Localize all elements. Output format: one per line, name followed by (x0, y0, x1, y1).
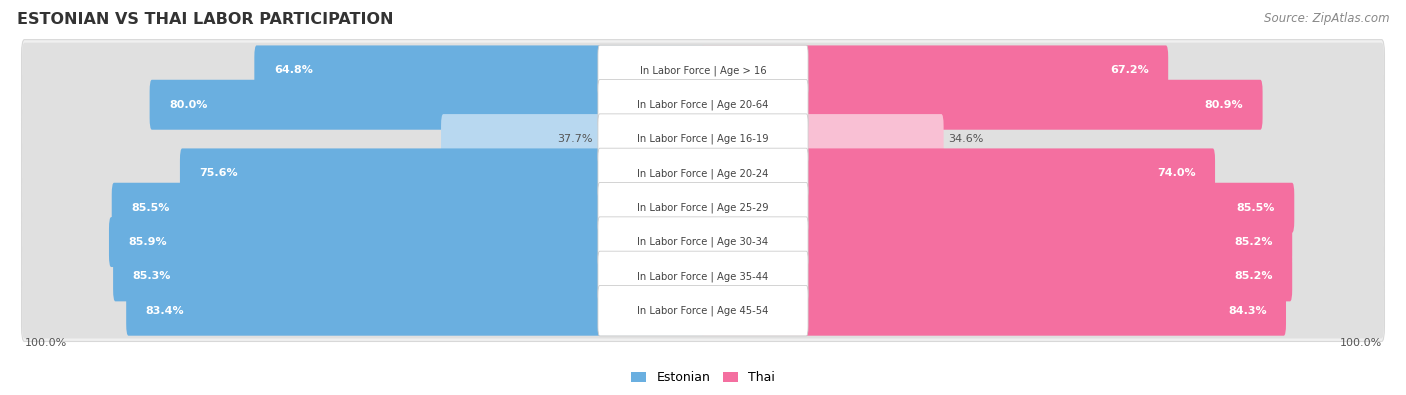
Text: 100.0%: 100.0% (1340, 338, 1382, 348)
FancyBboxPatch shape (700, 251, 1292, 301)
FancyBboxPatch shape (21, 108, 1385, 170)
FancyBboxPatch shape (111, 183, 706, 233)
Legend: Estonian, Thai: Estonian, Thai (627, 367, 779, 389)
FancyBboxPatch shape (21, 177, 1385, 239)
Text: 85.2%: 85.2% (1234, 237, 1272, 247)
Text: 85.5%: 85.5% (131, 203, 170, 213)
Text: In Labor Force | Age 20-64: In Labor Force | Age 20-64 (637, 100, 769, 110)
FancyBboxPatch shape (254, 45, 706, 95)
FancyBboxPatch shape (598, 79, 808, 130)
Text: 37.7%: 37.7% (557, 134, 593, 144)
Text: In Labor Force | Age 25-29: In Labor Force | Age 25-29 (637, 203, 769, 213)
Text: In Labor Force | Age 35-44: In Labor Force | Age 35-44 (637, 271, 769, 282)
Text: 64.8%: 64.8% (274, 66, 312, 75)
FancyBboxPatch shape (22, 214, 1384, 270)
FancyBboxPatch shape (21, 74, 1385, 135)
FancyBboxPatch shape (112, 251, 706, 301)
FancyBboxPatch shape (22, 248, 1384, 304)
FancyBboxPatch shape (700, 286, 1286, 336)
FancyBboxPatch shape (22, 283, 1384, 339)
FancyBboxPatch shape (110, 217, 706, 267)
FancyBboxPatch shape (149, 80, 706, 130)
Text: In Labor Force | Age 20-24: In Labor Force | Age 20-24 (637, 168, 769, 179)
FancyBboxPatch shape (22, 43, 1384, 98)
Text: 34.6%: 34.6% (948, 134, 984, 144)
Text: 84.3%: 84.3% (1227, 306, 1267, 316)
FancyBboxPatch shape (598, 45, 808, 96)
FancyBboxPatch shape (127, 286, 706, 336)
FancyBboxPatch shape (22, 111, 1384, 167)
FancyBboxPatch shape (598, 251, 808, 302)
FancyBboxPatch shape (22, 146, 1384, 201)
FancyBboxPatch shape (598, 286, 808, 336)
Text: 100.0%: 100.0% (24, 338, 66, 348)
Text: In Labor Force | Age 45-54: In Labor Force | Age 45-54 (637, 305, 769, 316)
FancyBboxPatch shape (21, 40, 1385, 101)
FancyBboxPatch shape (21, 143, 1385, 204)
Text: 85.5%: 85.5% (1236, 203, 1275, 213)
FancyBboxPatch shape (700, 80, 1263, 130)
FancyBboxPatch shape (22, 77, 1384, 132)
Text: In Labor Force | Age 30-34: In Labor Force | Age 30-34 (637, 237, 769, 247)
FancyBboxPatch shape (598, 182, 808, 233)
Text: 75.6%: 75.6% (200, 168, 238, 179)
FancyBboxPatch shape (21, 211, 1385, 273)
Text: In Labor Force | Age > 16: In Labor Force | Age > 16 (640, 65, 766, 76)
FancyBboxPatch shape (21, 280, 1385, 342)
Text: 74.0%: 74.0% (1157, 168, 1195, 179)
FancyBboxPatch shape (700, 217, 1292, 267)
FancyBboxPatch shape (598, 148, 808, 199)
Text: 67.2%: 67.2% (1109, 66, 1149, 75)
Text: Source: ZipAtlas.com: Source: ZipAtlas.com (1264, 12, 1389, 25)
Text: ESTONIAN VS THAI LABOR PARTICIPATION: ESTONIAN VS THAI LABOR PARTICIPATION (17, 12, 394, 27)
Text: 85.9%: 85.9% (128, 237, 167, 247)
Text: 85.3%: 85.3% (132, 271, 172, 281)
FancyBboxPatch shape (598, 217, 808, 267)
Text: 80.9%: 80.9% (1205, 100, 1243, 110)
FancyBboxPatch shape (700, 149, 1215, 198)
FancyBboxPatch shape (180, 149, 706, 198)
FancyBboxPatch shape (21, 246, 1385, 307)
FancyBboxPatch shape (700, 183, 1295, 233)
Text: 85.2%: 85.2% (1234, 271, 1272, 281)
FancyBboxPatch shape (598, 114, 808, 164)
FancyBboxPatch shape (700, 45, 1168, 95)
FancyBboxPatch shape (700, 114, 943, 164)
Text: In Labor Force | Age 16-19: In Labor Force | Age 16-19 (637, 134, 769, 144)
Text: 80.0%: 80.0% (169, 100, 208, 110)
Text: 83.4%: 83.4% (146, 306, 184, 316)
FancyBboxPatch shape (441, 114, 706, 164)
FancyBboxPatch shape (22, 180, 1384, 235)
